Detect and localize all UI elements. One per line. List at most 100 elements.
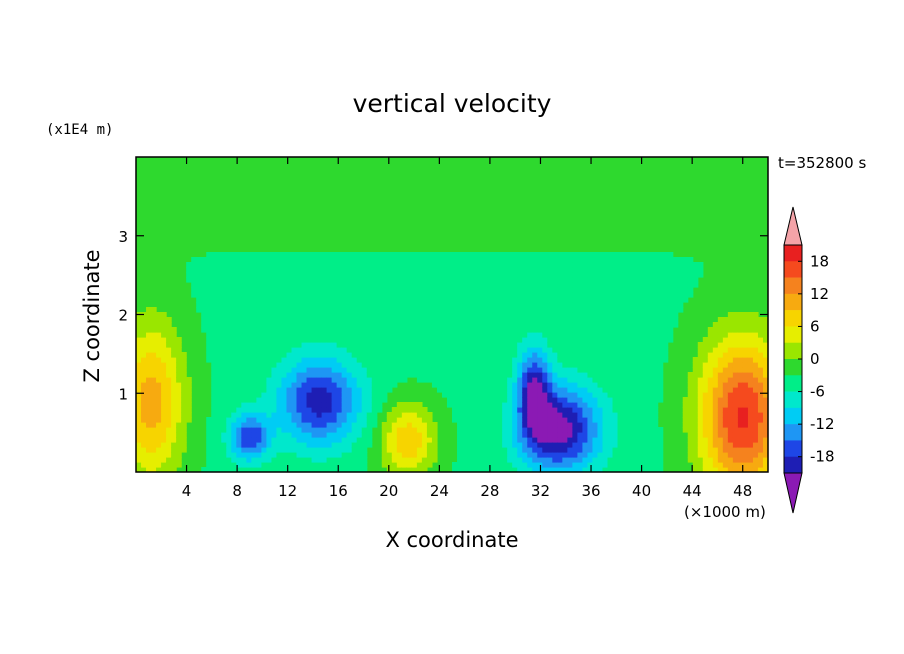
field-cell (617, 317, 624, 323)
field-cell (306, 402, 313, 408)
field-cell (547, 292, 553, 298)
field-cell (151, 317, 157, 323)
field-cell (517, 352, 523, 358)
field-cell (582, 442, 589, 448)
field-cell (236, 457, 242, 463)
field-cell (737, 357, 744, 363)
field-cell (391, 272, 398, 278)
field-cell (557, 467, 563, 472)
field-cell (602, 332, 609, 338)
field-cell (642, 352, 649, 358)
field-cell (156, 372, 162, 378)
field-cell (281, 327, 288, 333)
field-cell (727, 342, 734, 348)
field-cell (657, 432, 664, 438)
field-cell (737, 467, 744, 472)
field-cell (487, 327, 493, 333)
field-cell (657, 272, 664, 278)
field-cell (441, 297, 448, 303)
field-cell (607, 427, 614, 433)
field-cell (472, 457, 478, 463)
field-cell (316, 262, 323, 268)
field-cell (597, 292, 604, 298)
field-cell (592, 337, 599, 343)
field-cell (592, 377, 599, 383)
field-cell (336, 252, 343, 258)
field-cell (371, 377, 378, 383)
field-cell (532, 452, 538, 458)
field-cell (577, 347, 584, 353)
field-cell (652, 382, 659, 388)
field-cell (727, 397, 734, 403)
field-cell (416, 407, 423, 413)
field-cell (632, 442, 639, 448)
field-cell (512, 347, 518, 353)
field-cell (156, 387, 162, 393)
field-cell (206, 267, 212, 273)
field-cell (657, 362, 664, 368)
field-cell (612, 362, 619, 368)
field-cell (527, 377, 533, 383)
field-cell (401, 262, 408, 268)
field-cell (627, 262, 634, 268)
field-cell (426, 352, 433, 358)
field-cell (206, 292, 212, 298)
field-cell (276, 412, 283, 418)
field-cell (637, 377, 644, 383)
field-cell (607, 372, 614, 378)
field-cell (136, 322, 142, 328)
field-cell (226, 272, 232, 278)
field-cell (752, 457, 759, 463)
field-cell (361, 387, 368, 393)
field-cell (296, 432, 303, 438)
field-cell (622, 347, 629, 353)
field-cell (647, 312, 654, 318)
field-cell (737, 397, 744, 403)
field-cell (171, 342, 177, 348)
field-cell (527, 292, 533, 298)
field-cell (487, 252, 493, 258)
field-cell (562, 402, 568, 408)
field-cell (306, 277, 313, 283)
field-cell (251, 402, 257, 408)
field-cell (236, 317, 242, 323)
field-cell (276, 462, 283, 468)
field-cell (492, 432, 498, 438)
field-cell (221, 462, 227, 468)
field-cell (411, 322, 418, 328)
field-cell (341, 427, 348, 433)
field-cell (552, 457, 558, 463)
field-cell (707, 342, 714, 348)
field-cell (607, 332, 614, 338)
field-cell (196, 287, 202, 293)
field-cell (617, 397, 624, 403)
field-cell (136, 367, 142, 373)
field-cell (271, 392, 278, 398)
field-cell (627, 457, 634, 463)
field-cell (426, 307, 433, 313)
field-cell (452, 277, 458, 283)
field-cell (141, 437, 147, 443)
field-cell (151, 352, 157, 358)
field-cell (652, 372, 659, 378)
field-cell (517, 277, 523, 283)
field-cell (181, 367, 187, 373)
field-cell (617, 347, 624, 353)
field-cell (446, 272, 453, 278)
field-cell (472, 257, 478, 263)
field-cell (587, 347, 594, 353)
field-cell (146, 462, 152, 468)
field-cell (161, 427, 167, 433)
field-cell (136, 357, 142, 363)
field-cell (557, 392, 563, 398)
field-cell (492, 387, 498, 393)
field-cell (421, 287, 428, 293)
field-cell (582, 327, 589, 333)
field-cell (757, 417, 764, 423)
field-cell (467, 422, 473, 428)
field-cell (747, 417, 754, 423)
field-cell (542, 257, 548, 263)
field-cell (226, 397, 232, 403)
field-cell (171, 397, 177, 403)
field-cell (146, 412, 152, 418)
